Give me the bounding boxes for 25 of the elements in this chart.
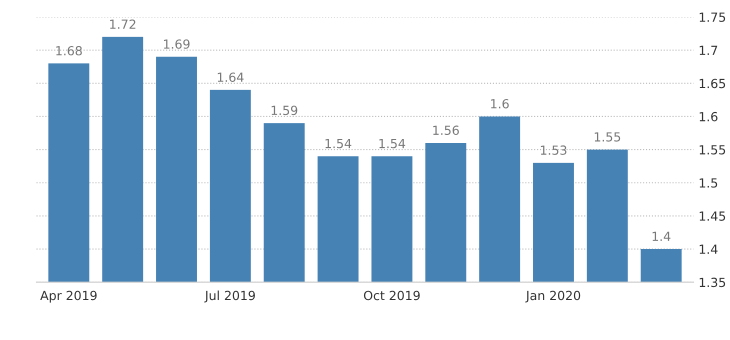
- y-tick-label: 1.4: [700, 244, 718, 254]
- data-label: 1.53: [540, 145, 566, 155]
- y-tick-label: 1.6: [700, 112, 718, 122]
- y-tick-label: 1.35: [700, 278, 726, 288]
- data-label: 1.4: [652, 232, 670, 241]
- y-tick-label: 1.7: [700, 46, 718, 55]
- data-label: 1.68: [56, 46, 82, 56]
- data-label: 1.64: [218, 72, 244, 82]
- y-tick-label: 1.5: [700, 178, 718, 188]
- data-label: 1.55: [594, 132, 620, 142]
- y-tick-label: 1.75: [700, 12, 726, 22]
- y-tick-label: 1.55: [700, 145, 726, 155]
- data-label: 1.54: [326, 138, 352, 148]
- data-label: 1.6: [491, 99, 509, 108]
- data-label: 1.56: [433, 126, 459, 135]
- x-tick-label: Oct 2019: [364, 290, 420, 300]
- y-tick-label: 1.45: [700, 212, 726, 221]
- x-tick-label: Jan 2020: [525, 290, 580, 303]
- y-tick-label: 1.65: [700, 78, 726, 88]
- data-label: 1.54: [379, 138, 406, 148]
- data-label: 1.69: [164, 39, 190, 49]
- data-label: 1.59: [272, 106, 298, 116]
- x-tick-label: Jul 2019: [204, 290, 255, 303]
- x-tick-label: Apr 2019: [40, 290, 97, 303]
- data-label: 1.72: [110, 19, 136, 29]
